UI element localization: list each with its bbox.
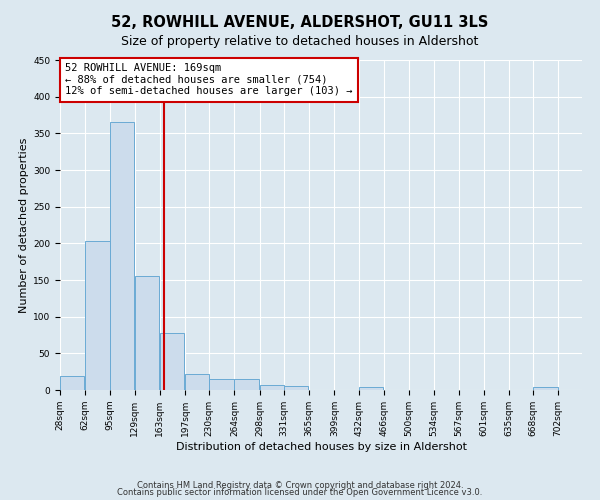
Bar: [284, 386, 308, 390]
Bar: [533, 387, 557, 390]
X-axis label: Distribution of detached houses by size in Aldershot: Distribution of detached houses by size …: [176, 442, 467, 452]
Text: 52 ROWHILL AVENUE: 169sqm
← 88% of detached houses are smaller (754)
12% of semi: 52 ROWHILL AVENUE: 169sqm ← 88% of detac…: [65, 64, 353, 96]
Text: 52, ROWHILL AVENUE, ALDERSHOT, GU11 3LS: 52, ROWHILL AVENUE, ALDERSHOT, GU11 3LS: [112, 15, 488, 30]
Y-axis label: Number of detached properties: Number of detached properties: [19, 138, 29, 312]
Bar: [134, 276, 159, 390]
Bar: [85, 241, 110, 390]
Text: Contains HM Land Registry data © Crown copyright and database right 2024.: Contains HM Land Registry data © Crown c…: [137, 480, 463, 490]
Bar: [185, 374, 209, 390]
Bar: [260, 385, 284, 390]
Bar: [209, 379, 234, 390]
Text: Contains public sector information licensed under the Open Government Licence v3: Contains public sector information licen…: [118, 488, 482, 497]
Bar: [60, 376, 85, 390]
Bar: [235, 379, 259, 390]
Bar: [359, 387, 383, 390]
Text: Size of property relative to detached houses in Aldershot: Size of property relative to detached ho…: [121, 35, 479, 48]
Bar: [110, 122, 134, 390]
Bar: [160, 333, 184, 390]
